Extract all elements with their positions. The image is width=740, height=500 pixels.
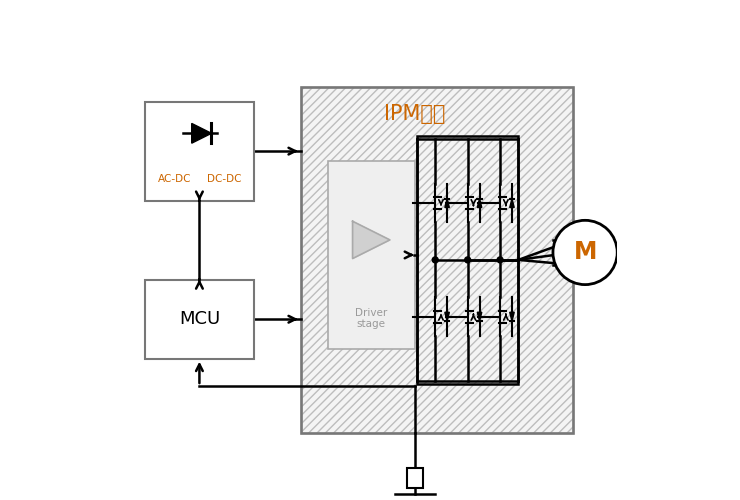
Circle shape <box>497 257 503 263</box>
Bar <box>328 161 414 349</box>
Bar <box>145 280 254 359</box>
Circle shape <box>465 257 471 263</box>
Circle shape <box>432 257 438 263</box>
Circle shape <box>553 220 617 284</box>
Polygon shape <box>477 312 482 321</box>
Polygon shape <box>192 124 212 143</box>
Bar <box>300 87 573 433</box>
Text: MCU: MCU <box>179 310 220 328</box>
Bar <box>145 102 254 200</box>
Text: M: M <box>574 240 596 264</box>
Polygon shape <box>445 312 449 321</box>
Text: IPM模块: IPM模块 <box>384 104 445 124</box>
Bar <box>417 136 518 384</box>
Polygon shape <box>510 198 514 207</box>
Text: DC-DC: DC-DC <box>207 174 242 184</box>
Polygon shape <box>352 222 390 258</box>
Polygon shape <box>445 198 449 207</box>
Polygon shape <box>477 198 482 207</box>
Bar <box>300 87 573 433</box>
Polygon shape <box>510 312 514 321</box>
Bar <box>407 468 423 488</box>
Text: AC-DC: AC-DC <box>158 174 191 184</box>
Text: Driver
stage: Driver stage <box>355 308 387 329</box>
